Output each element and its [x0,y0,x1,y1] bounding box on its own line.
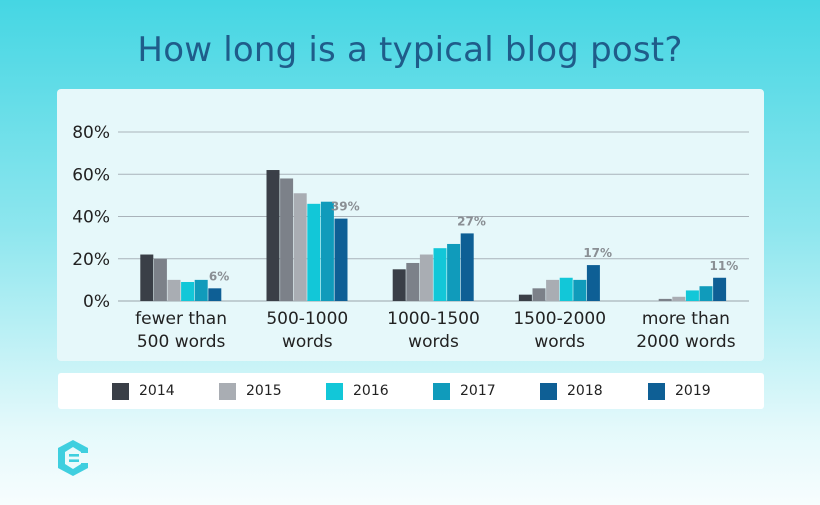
bar [433,248,447,301]
bar [334,218,348,301]
legend-swatch [433,382,450,400]
legend-item: 2015 [219,373,282,409]
data-label: 17% [583,246,612,260]
contently-c-logo-icon [55,438,91,483]
legend-item: 2019 [648,373,711,409]
x-tick-label: 500-1000 [266,309,348,329]
x-tick-label: words [534,332,585,352]
data-label: 27% [457,214,486,228]
legend-label: 2018 [567,383,603,399]
bar [153,258,167,301]
bar [140,254,154,301]
x-tick-label: words [282,332,333,352]
x-tick-label: 500 words [137,332,226,352]
bar [419,254,433,301]
x-tick-label: 1500-2000 [513,309,606,329]
y-tick-label: 60% [72,165,110,185]
legend-label: 2017 [460,383,496,399]
data-label: 11% [710,259,739,273]
x-tick-label: 1000-1500 [387,309,480,329]
x-tick-label: words [408,332,459,352]
bar [713,277,727,301]
bar [266,170,280,301]
legend-label: 2016 [353,383,389,399]
legend-item: 2018 [540,373,603,409]
bar [447,243,461,301]
bar [406,262,420,301]
y-tick-label: 40% [72,208,110,228]
chart-title: How long is a typical blog post? [137,30,683,70]
bar [685,290,699,301]
bar [658,298,672,301]
legend-item: 2014 [112,373,175,409]
legend-swatch [326,382,343,400]
bar [546,279,560,301]
data-label: 39% [331,200,360,214]
x-tick-label: 2000 words [636,332,735,352]
bar [672,296,686,301]
bar [307,203,321,301]
bar [167,279,181,301]
data-label: 6% [209,269,229,283]
bar [181,281,195,301]
x-tick-label: more than [642,309,730,329]
bar [320,201,334,301]
bar [518,294,532,301]
bar [460,233,474,301]
bar [280,178,294,301]
legend-swatch [648,382,665,400]
bar [194,279,208,301]
legend-item: 2016 [326,373,389,409]
legend-label: 2014 [139,383,175,399]
bar [699,286,713,301]
chart-panel [57,89,764,361]
y-tick-label: 0% [83,292,110,312]
y-tick-label: 80% [72,123,110,143]
legend-label: 2015 [246,383,282,399]
legend-label: 2019 [675,383,711,399]
y-tick-label: 20% [72,250,110,270]
bar [532,288,546,301]
legend-swatch [540,382,557,400]
bar [586,265,600,301]
bar [392,269,406,301]
bar [208,288,222,301]
legend-item: 2017 [433,373,496,409]
bar [559,277,573,301]
legend-swatch [219,382,236,400]
x-tick-label: fewer than [135,309,227,329]
bar [573,279,587,301]
legend-swatch [112,382,129,400]
bar [293,193,307,301]
chart-legend: 2014 2015 2016 2017 2018 2019 [58,373,764,409]
